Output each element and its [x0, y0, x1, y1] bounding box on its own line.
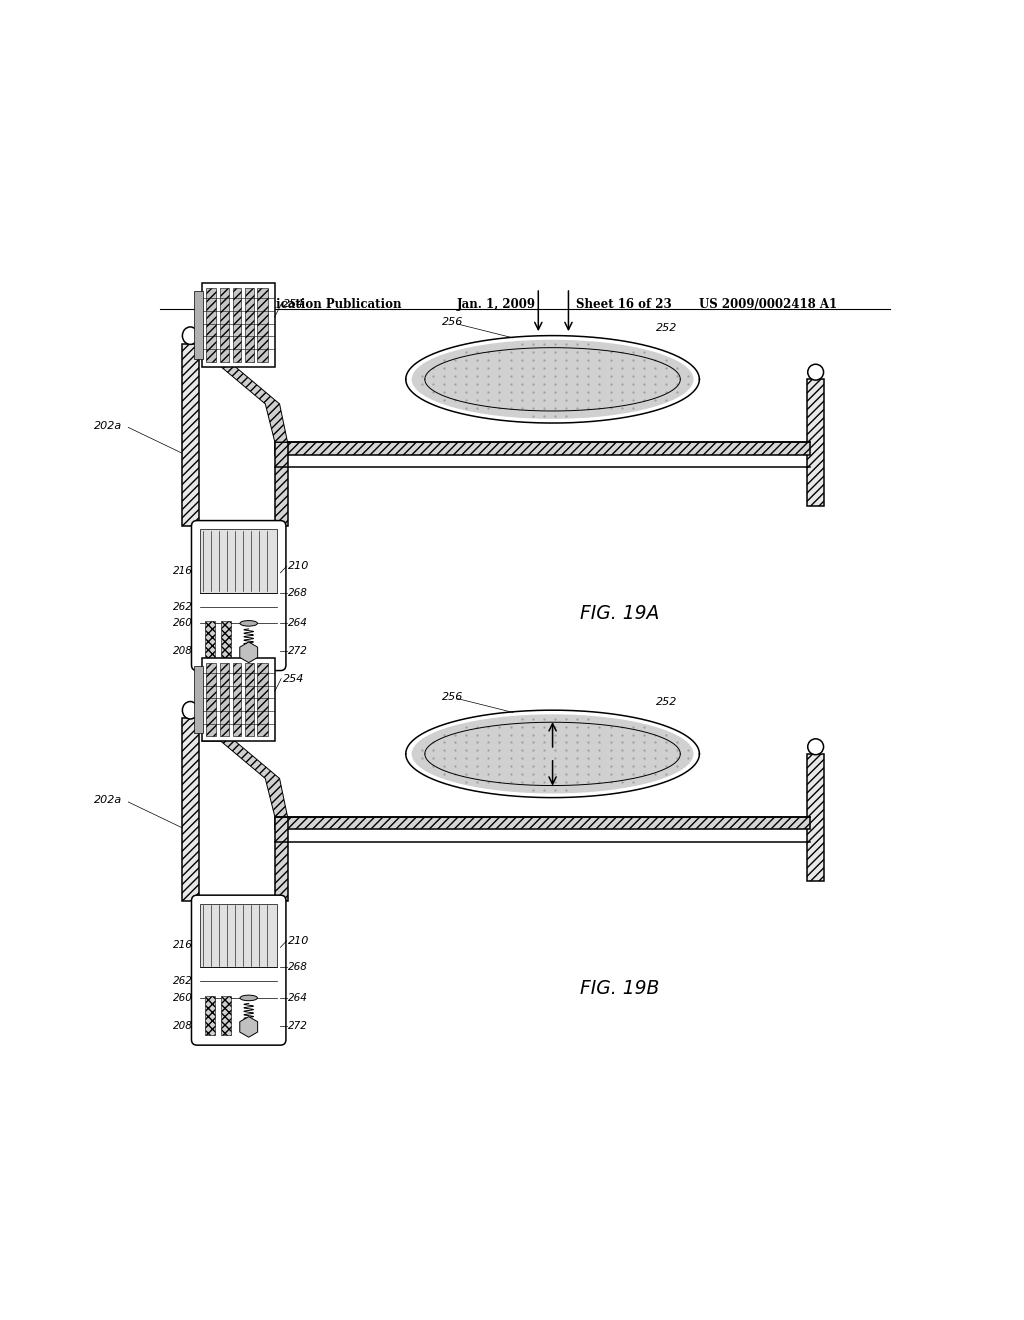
Bar: [274, 817, 288, 900]
Bar: [201, 904, 278, 968]
Bar: [246, 288, 254, 362]
Polygon shape: [240, 642, 258, 663]
Bar: [205, 622, 215, 660]
Bar: [205, 997, 215, 1035]
Bar: [220, 663, 228, 737]
Text: 264: 264: [289, 993, 308, 1003]
Text: 254: 254: [283, 673, 304, 684]
Bar: [221, 997, 231, 1035]
Polygon shape: [202, 360, 288, 442]
Text: 208: 208: [173, 645, 194, 656]
Text: 262: 262: [173, 602, 194, 611]
FancyBboxPatch shape: [191, 895, 286, 1045]
Text: 210: 210: [289, 561, 309, 572]
Bar: [221, 622, 231, 660]
Text: 262: 262: [173, 977, 194, 986]
Text: 256: 256: [441, 692, 463, 702]
Polygon shape: [202, 735, 288, 817]
Bar: [807, 754, 824, 880]
Bar: [206, 288, 216, 362]
Text: 264: 264: [289, 618, 308, 628]
Text: 208: 208: [173, 1020, 194, 1031]
Bar: [220, 288, 228, 362]
Text: Jan. 1, 2009: Jan. 1, 2009: [458, 297, 537, 310]
Text: 260: 260: [173, 993, 194, 1003]
Ellipse shape: [182, 701, 199, 719]
Text: Patent Application Publication: Patent Application Publication: [200, 297, 402, 310]
Bar: [182, 343, 199, 527]
Ellipse shape: [412, 339, 693, 418]
Bar: [202, 284, 274, 367]
Text: 268: 268: [289, 587, 308, 598]
Ellipse shape: [808, 739, 823, 755]
Ellipse shape: [808, 364, 823, 380]
Bar: [206, 663, 216, 737]
Bar: [202, 657, 274, 742]
Bar: [232, 288, 242, 362]
Text: 252: 252: [655, 697, 677, 708]
Ellipse shape: [240, 995, 257, 1001]
Text: 202a: 202a: [94, 421, 123, 430]
Bar: [274, 442, 288, 527]
Bar: [182, 718, 199, 900]
Ellipse shape: [182, 327, 199, 345]
Bar: [257, 663, 267, 737]
Text: FIG. 19A: FIG. 19A: [581, 605, 659, 623]
Bar: [274, 817, 811, 829]
Bar: [807, 379, 824, 507]
Bar: [194, 292, 204, 359]
Bar: [274, 442, 811, 454]
Bar: [201, 529, 278, 593]
Text: 254: 254: [283, 300, 304, 309]
Text: 210: 210: [289, 936, 309, 945]
Ellipse shape: [240, 620, 257, 626]
Text: Sheet 16 of 23: Sheet 16 of 23: [577, 297, 672, 310]
Text: FIG. 19B: FIG. 19B: [581, 978, 659, 998]
Text: US 2009/0002418 A1: US 2009/0002418 A1: [699, 297, 838, 310]
Text: 216: 216: [173, 565, 194, 576]
Text: 256: 256: [441, 317, 463, 327]
Text: 272: 272: [289, 1020, 308, 1031]
Polygon shape: [240, 1016, 258, 1038]
Text: 202a: 202a: [94, 796, 123, 805]
FancyBboxPatch shape: [191, 520, 286, 671]
Text: 252: 252: [655, 322, 677, 333]
Bar: [232, 663, 242, 737]
Bar: [257, 288, 267, 362]
Text: 260: 260: [173, 618, 194, 628]
Bar: [194, 665, 204, 734]
Text: 268: 268: [289, 962, 308, 973]
Ellipse shape: [412, 714, 693, 793]
Text: 272: 272: [289, 645, 308, 656]
Bar: [246, 663, 254, 737]
Text: 216: 216: [173, 940, 194, 950]
